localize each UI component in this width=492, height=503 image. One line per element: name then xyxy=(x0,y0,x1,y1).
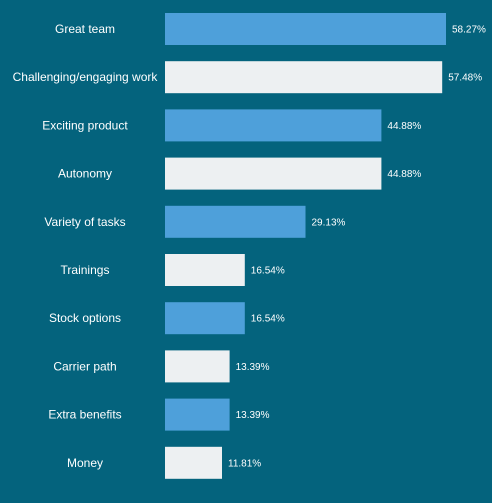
bar-2 xyxy=(165,109,382,142)
value-label-2: 44.88% xyxy=(387,121,421,132)
bar-6 xyxy=(165,302,245,335)
value-label-0: 58.27% xyxy=(452,25,486,36)
value-label-3: 44.88% xyxy=(387,169,421,180)
category-label-2: Exciting product xyxy=(42,118,128,132)
category-label-7: Carrier path xyxy=(53,359,116,373)
category-label-1: Challenging/engaging work xyxy=(13,70,159,84)
category-label-8: Extra benefits xyxy=(48,408,121,422)
value-label-5: 16.54% xyxy=(251,266,285,277)
category-label-5: Trainings xyxy=(61,263,110,277)
category-label-9: Money xyxy=(67,456,103,470)
value-label-1: 57.48% xyxy=(448,73,482,84)
value-label-9: 11.81% xyxy=(228,458,261,469)
value-label-7: 13.39% xyxy=(236,362,270,373)
bar-8 xyxy=(165,398,230,431)
value-label-6: 16.54% xyxy=(251,314,285,325)
bars-group: Great team 58.27% Challenging/engaging wor… xyxy=(13,13,486,479)
bar-9 xyxy=(165,446,222,479)
bar-3 xyxy=(165,157,382,190)
category-label-0: Great team xyxy=(55,22,115,36)
bar-4 xyxy=(165,205,306,238)
bar-5 xyxy=(165,254,245,286)
bar-0 xyxy=(165,13,446,45)
bar-1 xyxy=(165,61,443,94)
value-label-4: 29.13% xyxy=(312,217,346,228)
value-label-8: 13.39% xyxy=(236,410,270,421)
category-label-6: Stock options xyxy=(49,311,121,325)
category-label-4: Variety of tasks xyxy=(44,215,125,229)
bar-7 xyxy=(165,350,230,383)
category-label-3: Autonomy xyxy=(58,167,112,181)
